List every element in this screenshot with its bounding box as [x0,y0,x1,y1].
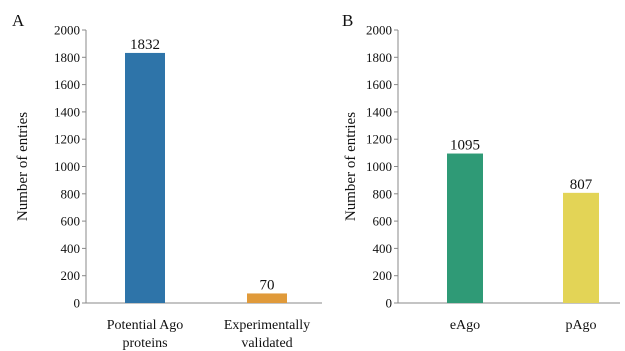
panel-a-category-label-1: proteins [122,336,167,351]
panel-b-y-tick-label: 1600 [366,77,392,92]
panel-b-y-axis-label: Number of entries [343,112,359,221]
panel-b-y-tick-label: 600 [373,214,393,229]
panel-a-data-label-1: 1832 [130,37,160,53]
panel-a-bar-1 [125,52,165,303]
panel-b-y-tick-label: 400 [373,241,393,256]
panel-a-bar-2 [247,293,287,303]
panel-b-category-label-1: eAgo [450,318,480,333]
panel-b-y-tick-label: 800 [373,186,393,201]
panel-a-y-tick-label: 1200 [54,132,80,147]
panel-b-letter: B [342,11,353,30]
panel-b-y-tick-label: 0 [386,296,393,311]
panel-b-y-tick-label: 1000 [366,159,392,174]
panel-a-y-tick-label: 0 [74,296,81,311]
panel-a-letter: A [12,11,25,30]
panel-b-y-tick-label: 200 [373,268,393,283]
panel-b-y-tick-label: 1800 [366,50,392,65]
panel-b-bar-1 [447,153,483,303]
panel-a-data-label-2: 70 [260,277,275,293]
panel-a-y-tick-label: 400 [61,241,81,256]
panel-b-y-tick-label: 1200 [366,132,392,147]
panel-b-y-tick-label: 1400 [366,104,392,119]
panel-b-data-label-2: 807 [570,177,593,193]
panel-a-y-tick-label: 600 [61,214,81,229]
panel-a-y-tick-label: 1400 [54,104,80,119]
panel-a-y-axis-label: Number of entries [15,112,31,221]
panel-a-category-label-2: validated [241,336,292,351]
panel-b-y-tick-label: 2000 [366,23,392,38]
panel-a-y-tick-label: 1600 [54,77,80,92]
panel-a-category-label-1: Potential Ago [107,318,184,333]
panel-a-y-tick-label: 800 [61,186,81,201]
panel-a-y-tick-label: 1000 [54,159,80,174]
panel-b-bar-2 [563,192,599,303]
panel-a-y-tick-label: 2000 [54,23,80,38]
panel-b-data-label-1: 1095 [450,138,480,154]
panel-a-y-tick-label: 200 [61,268,81,283]
panel-b-category-label-2: pAgo [565,318,596,333]
panel-a-category-label-2: Experimentally [224,318,310,333]
panel-a-y-tick-label: 1800 [54,50,80,65]
